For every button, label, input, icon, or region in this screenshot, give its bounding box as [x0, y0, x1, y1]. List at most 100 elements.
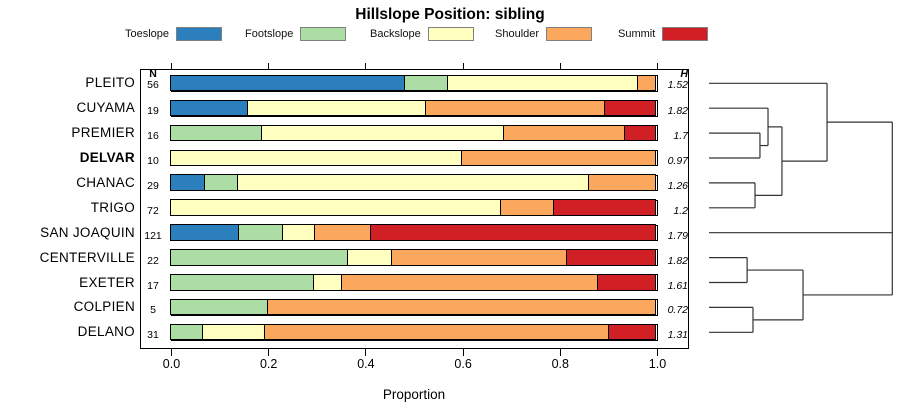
row-label: EXETER	[79, 274, 135, 290]
n-value: 29	[147, 179, 159, 192]
n-value: 10	[147, 155, 159, 167]
n-value: 16	[147, 130, 159, 143]
bar-segment-shoulder	[460, 149, 656, 166]
x-axis-tick-bottom	[656, 348, 659, 356]
x-axis-tick-label: 0.6	[454, 357, 472, 371]
bar-segment-footslope	[238, 224, 284, 241]
bar-segment-backslope	[170, 199, 501, 216]
bar-segment-backslope	[312, 274, 343, 291]
bar-segment-shoulder	[267, 298, 656, 316]
legend-swatch-summit	[662, 26, 709, 41]
n-value: 56	[147, 78, 159, 91]
row-label: PREMIER	[71, 125, 135, 141]
bar-segment-summit	[607, 323, 656, 341]
h-value: 1.7	[673, 130, 688, 143]
legend-swatch-toeslope	[176, 26, 223, 41]
x-axis-tick-top	[462, 62, 464, 70]
row-label: CHANAC	[76, 174, 135, 190]
h-column-header: H	[680, 67, 688, 80]
bar-segment-toeslope	[170, 224, 240, 241]
row-label: COLPIEN	[73, 299, 135, 315]
bar-segment-backslope	[346, 249, 392, 266]
x-axis-tick-bottom	[170, 348, 173, 356]
bar-segment-summit	[553, 199, 656, 216]
legend-label: Summit	[618, 27, 656, 40]
bar-segment-shoulder	[390, 249, 568, 266]
bar-chanac	[170, 174, 658, 192]
legend-label: Backslope	[370, 27, 421, 40]
bar-trigo	[170, 199, 658, 217]
bar-segment-shoulder	[637, 74, 656, 92]
bar-san-joaquin	[170, 224, 658, 241]
bar-segment-summit	[597, 274, 656, 291]
x-axis-title: Proportion	[382, 387, 446, 402]
bar-segment-backslope	[201, 323, 266, 341]
bar-segment-backslope	[170, 149, 463, 166]
h-value: 1.26	[667, 179, 688, 192]
bar-segment-footslope	[170, 124, 263, 142]
h-value: 0.97	[667, 155, 688, 167]
x-axis-tick-label: 0.4	[357, 357, 375, 371]
bar-segment-shoulder	[341, 274, 599, 291]
legend-swatch-footslope	[300, 26, 347, 41]
x-axis-tick-bottom	[559, 348, 561, 356]
bar-segment-shoulder	[424, 99, 605, 117]
bar-segment-footslope	[170, 298, 269, 316]
x-axis-tick-bottom	[462, 348, 464, 356]
bar-segment-backslope	[446, 74, 639, 92]
n-value: 19	[147, 105, 159, 118]
bar-segment-toeslope	[170, 99, 248, 117]
x-axis-tick-bottom	[268, 348, 270, 356]
x-axis-tick-top	[268, 62, 270, 70]
x-axis-tick-top	[656, 62, 659, 70]
h-value: 0.72	[667, 304, 688, 317]
n-value: 31	[147, 329, 159, 342]
legend-label: Shoulder	[495, 27, 540, 40]
bar-segment-backslope	[282, 224, 316, 241]
bar-segment-summit	[566, 249, 656, 266]
bar-pleito	[170, 74, 658, 92]
bar-centerville	[170, 249, 658, 266]
bar-segment-backslope	[246, 99, 427, 117]
row-label: CENTERVILLE	[39, 249, 135, 265]
bar-segment-footslope	[170, 249, 348, 266]
h-value: 1.82	[667, 254, 688, 267]
bar-cuyama	[170, 99, 658, 117]
n-value: 17	[147, 279, 159, 292]
bar-segment-summit	[603, 99, 656, 117]
h-value: 1.61	[667, 279, 688, 292]
bar-segment-backslope	[237, 174, 589, 191]
bar-segment-footslope	[170, 323, 203, 341]
legend-label: Footslope	[245, 27, 294, 40]
h-value: 1.2	[673, 204, 688, 217]
x-axis-tick-label: 0.2	[259, 357, 278, 371]
legend-item-toeslope: Toeslope	[125, 26, 223, 41]
legend-item-shoulder: Shoulder	[495, 26, 593, 41]
legend-label: Toeslope	[125, 27, 170, 40]
chart-title: Hillslope Position: sibling	[355, 6, 545, 23]
bar-premier	[170, 124, 658, 142]
bar-segment-shoulder	[503, 124, 626, 142]
bar-colpien	[170, 298, 658, 316]
row-label: CUYAMA	[76, 100, 135, 116]
x-axis-tick-bottom	[365, 348, 367, 356]
bar-segment-shoulder	[314, 224, 372, 241]
row-label: SAN JOAQUIN	[40, 224, 135, 240]
bar-delano	[170, 323, 658, 341]
h-value: 1.31	[667, 329, 688, 342]
n-value: 72	[147, 204, 159, 217]
row-label: TRIGO	[90, 199, 135, 215]
bar-segment-toeslope	[170, 174, 205, 191]
bar-segment-shoulder	[499, 199, 555, 216]
h-value: 1.82	[667, 105, 688, 118]
x-axis-tick-label: 1.0	[648, 357, 667, 371]
n-value: 5	[150, 304, 156, 317]
legend-swatch-backslope	[427, 26, 474, 41]
legend-item-footslope: Footslope	[245, 26, 347, 41]
row-label: DELANO	[77, 324, 135, 340]
row-label: DELVAR	[79, 150, 135, 165]
bar-segment-footslope	[403, 74, 448, 92]
legend-swatch-shoulder	[546, 26, 593, 41]
n-value: 121	[144, 229, 162, 242]
x-axis-tick-top	[365, 62, 367, 70]
